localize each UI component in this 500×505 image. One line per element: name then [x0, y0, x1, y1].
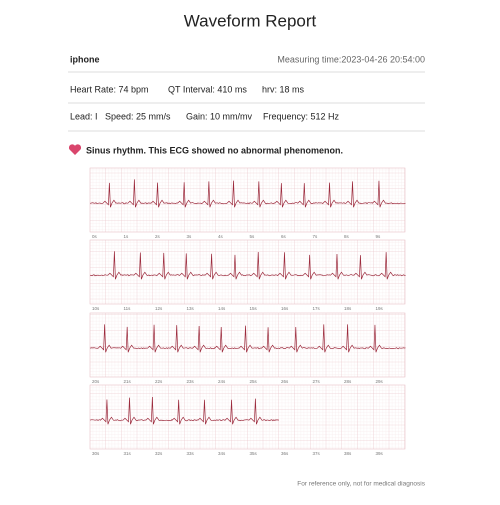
time-label: 6s: [281, 234, 287, 239]
time-label: 25s: [250, 379, 258, 384]
time-label: 31s: [124, 451, 132, 456]
metric: Heart Rate: 74 bpm: [70, 84, 149, 94]
time-label: 20s: [92, 379, 100, 384]
time-label: 4s: [218, 234, 224, 239]
time-label: 22s: [155, 379, 163, 384]
time-label: 15s: [250, 306, 258, 311]
ecg-waveform: [89, 251, 406, 280]
time-label: 37s: [313, 451, 321, 456]
time-label: 17s: [313, 306, 321, 311]
device: iphone: [70, 54, 100, 64]
time-label: 36s: [281, 451, 289, 456]
time-label: 2s: [155, 234, 161, 239]
conclusion: Sinus rhythm. This ECG showed no abnorma…: [86, 145, 343, 155]
time-label: 27s: [313, 379, 321, 384]
time-label: 38s: [344, 451, 352, 456]
time-label: 26s: [281, 379, 289, 384]
time-label: 35s: [250, 451, 258, 456]
time-label: 21s: [124, 379, 132, 384]
metric: QT Interval: 410 ms: [168, 84, 247, 94]
ecg-grid: [89, 312, 406, 378]
setting: Frequency: 512 Hz: [263, 111, 340, 121]
ecg-grid: [89, 239, 406, 305]
time-label: 19s: [376, 306, 384, 311]
measuring-time: Measuring time:2023-04-26 20:54:00: [277, 54, 425, 64]
time-label: 14s: [218, 306, 226, 311]
time-label: 23s: [187, 379, 195, 384]
heart-icon: [68, 144, 82, 155]
time-label: 34s: [218, 451, 226, 456]
ecg-waveform: [89, 324, 406, 353]
time-label: 11s: [124, 306, 132, 311]
metric: hrv: 18 ms: [262, 84, 305, 94]
footer: For reference only, not for medical diag…: [297, 481, 426, 488]
time-label: 8s: [344, 234, 350, 239]
time-label: 28s: [344, 379, 352, 384]
time-label: 39s: [376, 451, 384, 456]
time-label: 16s: [281, 306, 289, 311]
time-label: 32s: [155, 451, 163, 456]
ecg-waveform: [89, 397, 280, 425]
ecg-waveform: [89, 179, 406, 208]
title: Waveform Report: [184, 11, 317, 30]
time-label: 10s: [92, 306, 100, 311]
time-label: 33s: [187, 451, 195, 456]
setting: Lead: I: [70, 111, 98, 121]
time-label: 12s: [155, 306, 163, 311]
setting: Speed: 25 mm/s: [105, 111, 171, 121]
time-label: 3s: [187, 234, 193, 239]
time-label: 13s: [187, 306, 195, 311]
ecg-grid: [89, 384, 406, 450]
time-label: 1s: [124, 234, 130, 239]
time-label: 30s: [92, 451, 100, 456]
setting: Gain: 10 mm/mv: [186, 111, 253, 121]
time-label: 29s: [376, 379, 384, 384]
time-label: 24s: [218, 379, 226, 384]
time-label: 7s: [313, 234, 319, 239]
time-label: 5s: [250, 234, 256, 239]
time-label: 0s: [92, 234, 98, 239]
time-label: 9s: [376, 234, 382, 239]
time-label: 18s: [344, 306, 352, 311]
ecg-grid: [89, 167, 406, 233]
